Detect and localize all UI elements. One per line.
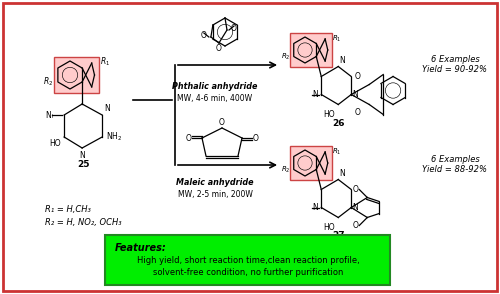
Text: O: O (352, 185, 358, 194)
Text: HO: HO (324, 109, 336, 118)
Text: MW, 2-5 min, 200W: MW, 2-5 min, 200W (178, 190, 252, 199)
Text: Maleic anhydride: Maleic anhydride (176, 178, 254, 187)
Text: O: O (253, 133, 259, 143)
Text: HO: HO (324, 223, 336, 231)
Text: R$_1$: R$_1$ (100, 56, 110, 68)
Text: O: O (219, 118, 225, 127)
Text: N: N (352, 90, 358, 99)
Text: 6 Examples
Yield = 90-92%: 6 Examples Yield = 90-92% (422, 55, 488, 74)
Text: N: N (352, 203, 358, 212)
Text: R₁ = H,CH₃: R₁ = H,CH₃ (45, 205, 91, 214)
Text: O: O (185, 133, 191, 143)
Text: N: N (312, 90, 318, 99)
Text: N: N (340, 168, 345, 178)
Text: N: N (79, 151, 85, 160)
Text: O: O (354, 72, 360, 81)
Text: R$_2$: R$_2$ (281, 164, 290, 175)
Text: O: O (354, 108, 360, 117)
Text: O: O (216, 44, 222, 53)
FancyBboxPatch shape (290, 33, 332, 67)
Text: O: O (352, 221, 358, 230)
Text: 25: 25 (77, 160, 90, 169)
Text: solvent-free condition, no further purification: solvent-free condition, no further purif… (153, 268, 343, 277)
Text: R$_1$: R$_1$ (332, 34, 342, 44)
Text: N: N (46, 111, 51, 119)
Text: N: N (312, 203, 318, 212)
Text: O: O (231, 24, 237, 33)
Text: 6 Examples
Yield = 88-92%: 6 Examples Yield = 88-92% (422, 155, 488, 174)
FancyBboxPatch shape (290, 146, 332, 180)
Text: R$_2$: R$_2$ (281, 51, 290, 62)
Text: HO: HO (50, 139, 61, 148)
Text: O: O (201, 31, 207, 39)
Text: R$_2$: R$_2$ (42, 76, 53, 88)
Text: Features:: Features: (115, 243, 167, 253)
Text: Phthalic anhydride: Phthalic anhydride (172, 82, 258, 91)
Text: 27: 27 (332, 231, 344, 240)
Text: R₂ = H, NO₂, OCH₃: R₂ = H, NO₂, OCH₃ (45, 218, 122, 227)
Text: NH$_2$: NH$_2$ (106, 131, 122, 143)
Text: R$_1$: R$_1$ (332, 147, 342, 157)
FancyBboxPatch shape (54, 57, 98, 93)
Text: MW, 4-6 min, 400W: MW, 4-6 min, 400W (178, 94, 252, 103)
Text: 26: 26 (332, 118, 344, 128)
Text: N: N (340, 56, 345, 64)
Text: N: N (104, 104, 110, 113)
Text: High yield, short reaction time,clean reaction profile,: High yield, short reaction time,clean re… (136, 256, 360, 265)
FancyBboxPatch shape (105, 235, 390, 285)
